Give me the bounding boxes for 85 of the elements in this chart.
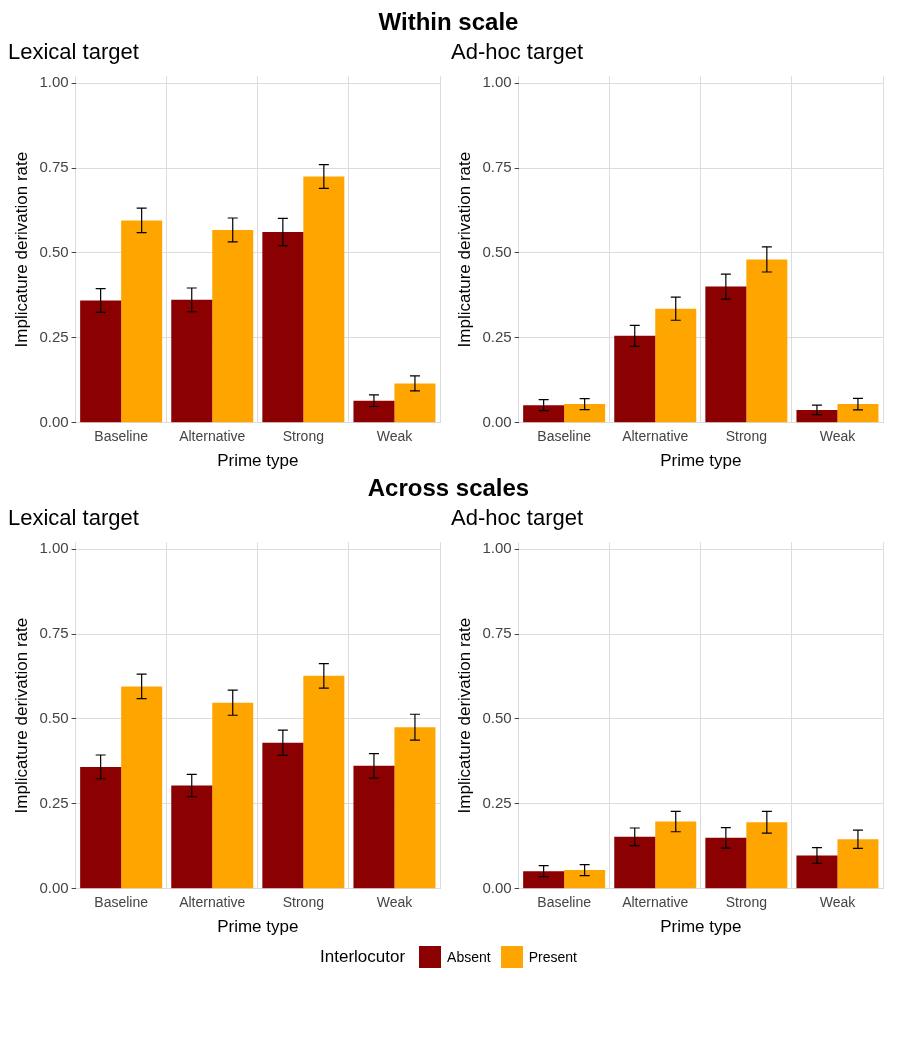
x-tick-label: Alternative [622, 894, 689, 911]
bar [837, 839, 879, 889]
y-axis-title: Implicature derivation rate [454, 617, 474, 814]
y-tick-label: 0.75 [482, 624, 512, 642]
bar [746, 259, 788, 423]
x-tick-label: Weak [819, 428, 857, 445]
bar [212, 702, 254, 889]
x-tick-label: Baseline [537, 428, 592, 445]
y-tick-label: 0.00 [482, 878, 512, 896]
bar [121, 686, 163, 889]
bar [564, 870, 606, 889]
bar [705, 837, 747, 889]
chart-title: Ad-hoc target [451, 39, 584, 65]
y-tick-label: 0.50 [482, 709, 512, 727]
bar [262, 231, 304, 423]
x-tick-label: Weak [376, 428, 414, 445]
x-tick-label: Strong [282, 894, 324, 911]
x-tick-label: Alternative [179, 894, 246, 911]
bar [523, 871, 565, 889]
y-tick-label: 0.50 [39, 243, 69, 261]
y-tick-label: 0.50 [482, 243, 512, 261]
y-tick-label: 0.75 [482, 158, 512, 176]
bar [80, 766, 122, 889]
y-tick-label: 0.25 [39, 794, 69, 812]
x-axis-title: Prime type [660, 917, 742, 937]
chart-title: Lexical target [8, 39, 139, 65]
legend-title: Interlocutor [320, 947, 406, 967]
y-tick-label: 1.00 [39, 539, 69, 557]
x-tick-label: Baseline [94, 894, 149, 911]
y-tick-label: 0.75 [39, 158, 69, 176]
y-tick-label: 1.00 [482, 73, 512, 91]
chart-title: Lexical target [8, 505, 139, 531]
y-tick-label: 0.25 [482, 794, 512, 812]
bar [262, 742, 304, 889]
text: Within scale [377, 8, 520, 36]
y-tick-label: 0.25 [482, 328, 512, 346]
chart-title: Ad-hoc target [451, 505, 584, 531]
y-tick-label: 0.00 [39, 412, 69, 430]
y-axis-title: Implicature derivation rate [11, 151, 31, 348]
bar [837, 404, 879, 423]
bar [303, 176, 345, 423]
legend-label: Absent [447, 949, 491, 965]
bar [121, 220, 163, 423]
x-tick-label: Strong [725, 428, 767, 445]
bar [746, 822, 788, 889]
x-tick-label: Alternative [622, 428, 689, 445]
y-tick-label: 1.00 [39, 73, 69, 91]
bar [394, 727, 436, 889]
bar [394, 383, 436, 423]
x-tick-label: Baseline [537, 894, 592, 911]
y-tick-label: 0.25 [39, 328, 69, 346]
bar [655, 821, 697, 889]
y-tick-label: 0.00 [39, 878, 69, 896]
bar [614, 836, 656, 889]
bar [796, 409, 838, 423]
x-tick-label: Alternative [179, 428, 246, 445]
bar [303, 675, 345, 889]
bar [796, 855, 838, 889]
bar [171, 299, 213, 423]
x-tick-label: Weak [376, 894, 414, 911]
legend-label: Present [528, 949, 577, 965]
y-tick-label: 0.00 [482, 412, 512, 430]
bar [523, 405, 565, 423]
x-axis-title: Prime type [660, 451, 742, 471]
bar [353, 765, 395, 889]
y-tick-label: 0.50 [39, 709, 69, 727]
bar [655, 308, 697, 423]
bar [564, 404, 606, 423]
bar [353, 400, 395, 423]
y-axis-title: Implicature derivation rate [11, 617, 31, 814]
bar [614, 335, 656, 423]
bar [212, 229, 254, 423]
x-tick-label: Weak [819, 894, 857, 911]
x-tick-label: Baseline [94, 428, 149, 445]
y-tick-label: 0.75 [39, 624, 69, 642]
x-tick-label: Strong [725, 894, 767, 911]
x-axis-title: Prime type [217, 917, 299, 937]
bar [171, 785, 213, 889]
text: Across scales [366, 474, 531, 502]
x-axis-title: Prime type [217, 451, 299, 471]
bar [80, 300, 122, 423]
x-tick-label: Strong [282, 428, 324, 445]
bar [705, 286, 747, 423]
y-axis-title: Implicature derivation rate [454, 151, 474, 348]
y-tick-label: 1.00 [482, 539, 512, 557]
